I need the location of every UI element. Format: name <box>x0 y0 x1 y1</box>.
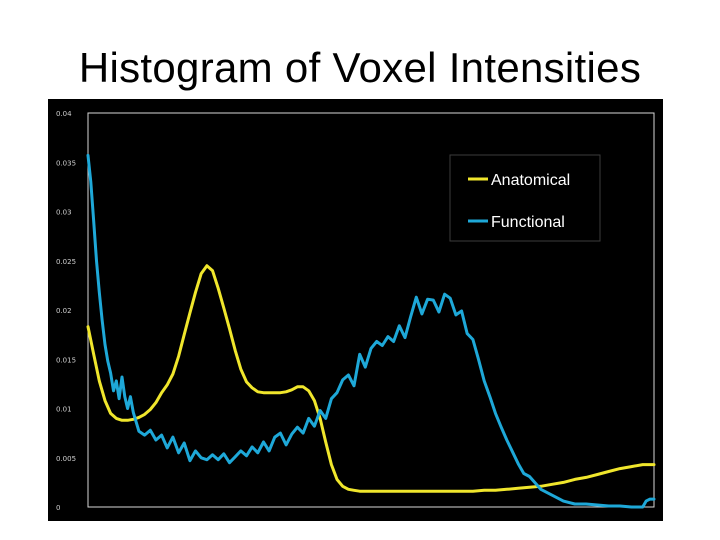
line-chart: 0 0.005 0.01 0.015 0.02 0.025 0.03 0.035 0.04 An… <box>56 110 656 512</box>
y-tick-label: 0.04 <box>56 110 72 118</box>
legend: Anatomical Functional <box>449 154 601 242</box>
y-tick-label: 0 <box>56 504 60 512</box>
y-tick-label: 0.02 <box>56 307 72 315</box>
y-tick-label: 0.005 <box>56 455 76 463</box>
chart-title: Histogram of Voxel Intensities <box>78 44 642 91</box>
chart-panel: 0 0.005 0.01 0.015 0.02 0.025 0.03 0.035 0.04 An… <box>48 99 663 521</box>
y-tick-label: 0.035 <box>56 159 76 167</box>
y-tick-label: 0.025 <box>56 258 76 266</box>
y-tick-label: 0.015 <box>56 356 76 364</box>
legend-box <box>449 154 601 242</box>
plot-frame <box>87 112 655 508</box>
y-tick-label: 0.03 <box>56 209 72 217</box>
legend-label-functional: Functional <box>491 214 565 231</box>
series-line-anatomical <box>86 264 656 493</box>
series-line-functional <box>86 153 656 509</box>
y-tick-label: 0.01 <box>56 406 72 414</box>
legend-label-anatomical: Anatomical <box>491 172 570 189</box>
y-axis-ticks: 0 0.005 0.01 0.015 0.02 0.025 0.03 0.035 0.04 <box>56 110 76 512</box>
series-lines <box>86 153 656 509</box>
